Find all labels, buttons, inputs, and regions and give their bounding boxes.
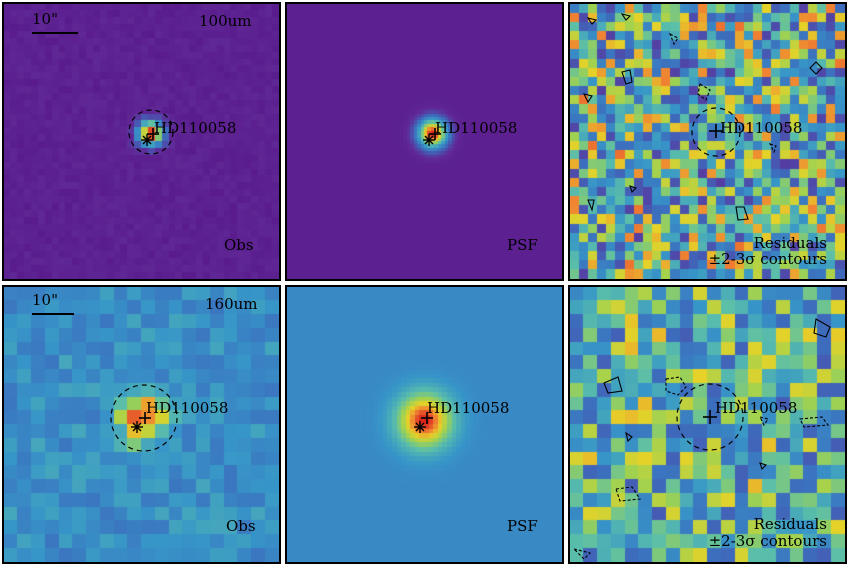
image-psf-100um [287, 4, 562, 279]
centroid-plus-marker [709, 124, 723, 138]
panel-psf-160um: HD110058 PSF [285, 285, 564, 564]
contours [582, 13, 823, 221]
overlay-residuals-160um [572, 318, 831, 560]
panel-obs-160um: 10" 160um HD110058 Obs [2, 285, 281, 564]
star-position-marker [131, 421, 143, 433]
image-residuals-100um [570, 4, 845, 279]
centroid-plus-marker [429, 128, 441, 140]
source-label: HD110058 [146, 399, 229, 417]
image-obs-160um [4, 287, 279, 562]
panel-obs-100um: 10" 100um HD110058 Obs [2, 2, 281, 281]
panel-type-label: PSF [507, 517, 538, 535]
contour-note-label: ±2-3σ contours [708, 532, 827, 550]
contour-note-label: ±2-3σ contours [708, 250, 827, 268]
source-label: HD110058 [720, 119, 803, 137]
overlay-psf-100um [423, 128, 441, 146]
scalebar-label: 10" [32, 10, 58, 28]
centroid-plus-marker [703, 410, 717, 424]
overlay-psf-160um [414, 412, 433, 433]
panel-psf-100um: HD110058 PSF [285, 2, 564, 281]
centroid-plus-marker [421, 412, 433, 424]
image-psf-160um [287, 287, 562, 562]
aperture-circle [676, 383, 744, 451]
source-label: HD110058 [435, 119, 518, 137]
source-label: HD110058 [715, 399, 798, 417]
image-residuals-160um [570, 287, 845, 562]
image-obs-100um [4, 4, 279, 279]
band-label: 160um [205, 295, 258, 313]
panel-residuals-100um: HD110058 Residuals ±2-3σ contours [568, 2, 847, 281]
overlay-obs-160um [32, 313, 178, 452]
contours [572, 318, 831, 560]
aperture-circle [691, 107, 741, 157]
band-label: 100um [199, 12, 252, 30]
panel-type-label: Obs [224, 236, 254, 254]
source-label: HD110058 [427, 399, 510, 417]
panel-type-label: Residuals [753, 234, 827, 252]
panel-type-label: PSF [507, 236, 538, 254]
scalebar-label: 10" [32, 291, 58, 309]
star-position-marker [423, 134, 435, 146]
source-label: HD110058 [154, 119, 237, 137]
overlay-obs-100um [32, 32, 174, 155]
star-position-marker [414, 421, 426, 433]
panel-residuals-160um: HD110058 Residuals ±2-3σ contours [568, 285, 847, 564]
panel-type-label: Obs [226, 517, 256, 535]
overlay-residuals-100um [582, 13, 823, 221]
centroid-plus-marker [139, 412, 151, 424]
aperture-circle [110, 384, 178, 452]
centroid-plus-marker [147, 128, 159, 140]
panel-type-label: Residuals [753, 515, 827, 533]
aperture-circle [128, 109, 174, 155]
star-position-marker [141, 134, 153, 146]
